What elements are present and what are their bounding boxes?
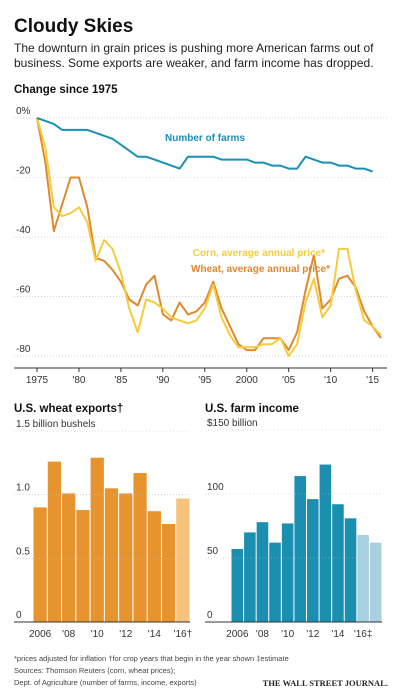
bar bbox=[357, 534, 369, 622]
y-tick-label: 0 bbox=[207, 610, 213, 621]
x-tick-label: '80 bbox=[72, 375, 85, 386]
legend-label: Wheat, average annual price* bbox=[191, 264, 330, 275]
bar bbox=[256, 522, 269, 622]
bar bbox=[119, 493, 133, 622]
subtitle: The downturn in grain prices is pushing … bbox=[14, 41, 374, 55]
bar bbox=[244, 532, 256, 622]
x-tick-label: '08 bbox=[62, 629, 75, 640]
footnote: *prices adjusted for inflation †for crop… bbox=[14, 654, 289, 663]
x-tick-label: 2006 bbox=[226, 629, 249, 640]
bar bbox=[90, 457, 104, 622]
x-tick-label: '85 bbox=[114, 375, 127, 386]
x-tick-label: '16† bbox=[174, 629, 193, 640]
y-tick-label: 1.5 billion bushels bbox=[16, 419, 96, 430]
bar bbox=[47, 461, 62, 622]
bar bbox=[133, 473, 147, 622]
bar bbox=[231, 549, 244, 622]
source: Dept. of Agriculture (number of farms, i… bbox=[14, 678, 197, 687]
bar bbox=[62, 493, 76, 622]
y-tick-label: 1.0 bbox=[16, 483, 30, 494]
bar bbox=[319, 464, 332, 622]
x-tick-label: '16‡ bbox=[354, 629, 373, 640]
x-tick-label: 1975 bbox=[26, 375, 49, 386]
bar bbox=[161, 523, 176, 622]
x-tick-label: '10 bbox=[324, 375, 337, 386]
title: Cloudy Skies bbox=[14, 16, 133, 37]
x-tick-label: 2006 bbox=[29, 629, 52, 640]
x-tick-label: '12 bbox=[306, 629, 319, 640]
subtitle: business. Some exports are weaker, and f… bbox=[14, 56, 374, 70]
x-tick-label: '08 bbox=[256, 629, 269, 640]
bar bbox=[76, 509, 90, 622]
source: Sources: Thomson Reuters (corn, wheat pr… bbox=[14, 666, 175, 675]
x-tick-label: '90 bbox=[156, 375, 169, 386]
line bbox=[36, 117, 382, 358]
x-tick-label: '95 bbox=[198, 375, 211, 386]
y-tick-label: 50 bbox=[207, 546, 219, 557]
legend-label: Corn, average annual price* bbox=[193, 248, 325, 259]
chart-title: Change since 1975 bbox=[14, 84, 118, 96]
bar bbox=[104, 488, 119, 622]
y-tick-label: -60 bbox=[16, 285, 31, 296]
y-tick-label: 0 bbox=[16, 610, 22, 621]
x-tick-label: '14 bbox=[331, 629, 344, 640]
bar bbox=[176, 498, 190, 622]
y-tick-label: $150 billion bbox=[207, 418, 258, 429]
bar bbox=[307, 499, 319, 622]
chart-title: U.S. wheat exports† bbox=[14, 403, 123, 415]
x-tick-label: '10 bbox=[91, 629, 104, 640]
y-tick-label: 100 bbox=[207, 482, 224, 493]
bar bbox=[344, 518, 357, 622]
x-tick-label: '14 bbox=[148, 629, 161, 640]
bar bbox=[281, 523, 294, 622]
y-tick-label: -40 bbox=[16, 225, 31, 236]
bar bbox=[294, 476, 306, 622]
y-tick-label: 0.5 bbox=[16, 546, 30, 557]
bar bbox=[147, 511, 161, 622]
y-tick-label: 0% bbox=[16, 106, 31, 117]
bar bbox=[369, 542, 382, 622]
legend-label: Number of farms bbox=[165, 133, 245, 144]
bar bbox=[332, 504, 344, 622]
x-tick-label: '10 bbox=[281, 629, 294, 640]
x-tick-label: 2000 bbox=[236, 375, 259, 386]
x-tick-label: '05 bbox=[282, 375, 295, 386]
bar bbox=[33, 507, 47, 622]
y-tick-label: -80 bbox=[16, 344, 31, 355]
bar bbox=[269, 542, 281, 622]
line bbox=[36, 117, 373, 173]
credit: THE WALL STREET JOURNAL. bbox=[263, 678, 388, 688]
chart-title: U.S. farm income bbox=[205, 403, 299, 415]
x-tick-label: '15 bbox=[366, 375, 379, 386]
line bbox=[36, 117, 382, 352]
y-tick-label: -20 bbox=[16, 165, 31, 176]
x-tick-label: '12 bbox=[119, 629, 132, 640]
